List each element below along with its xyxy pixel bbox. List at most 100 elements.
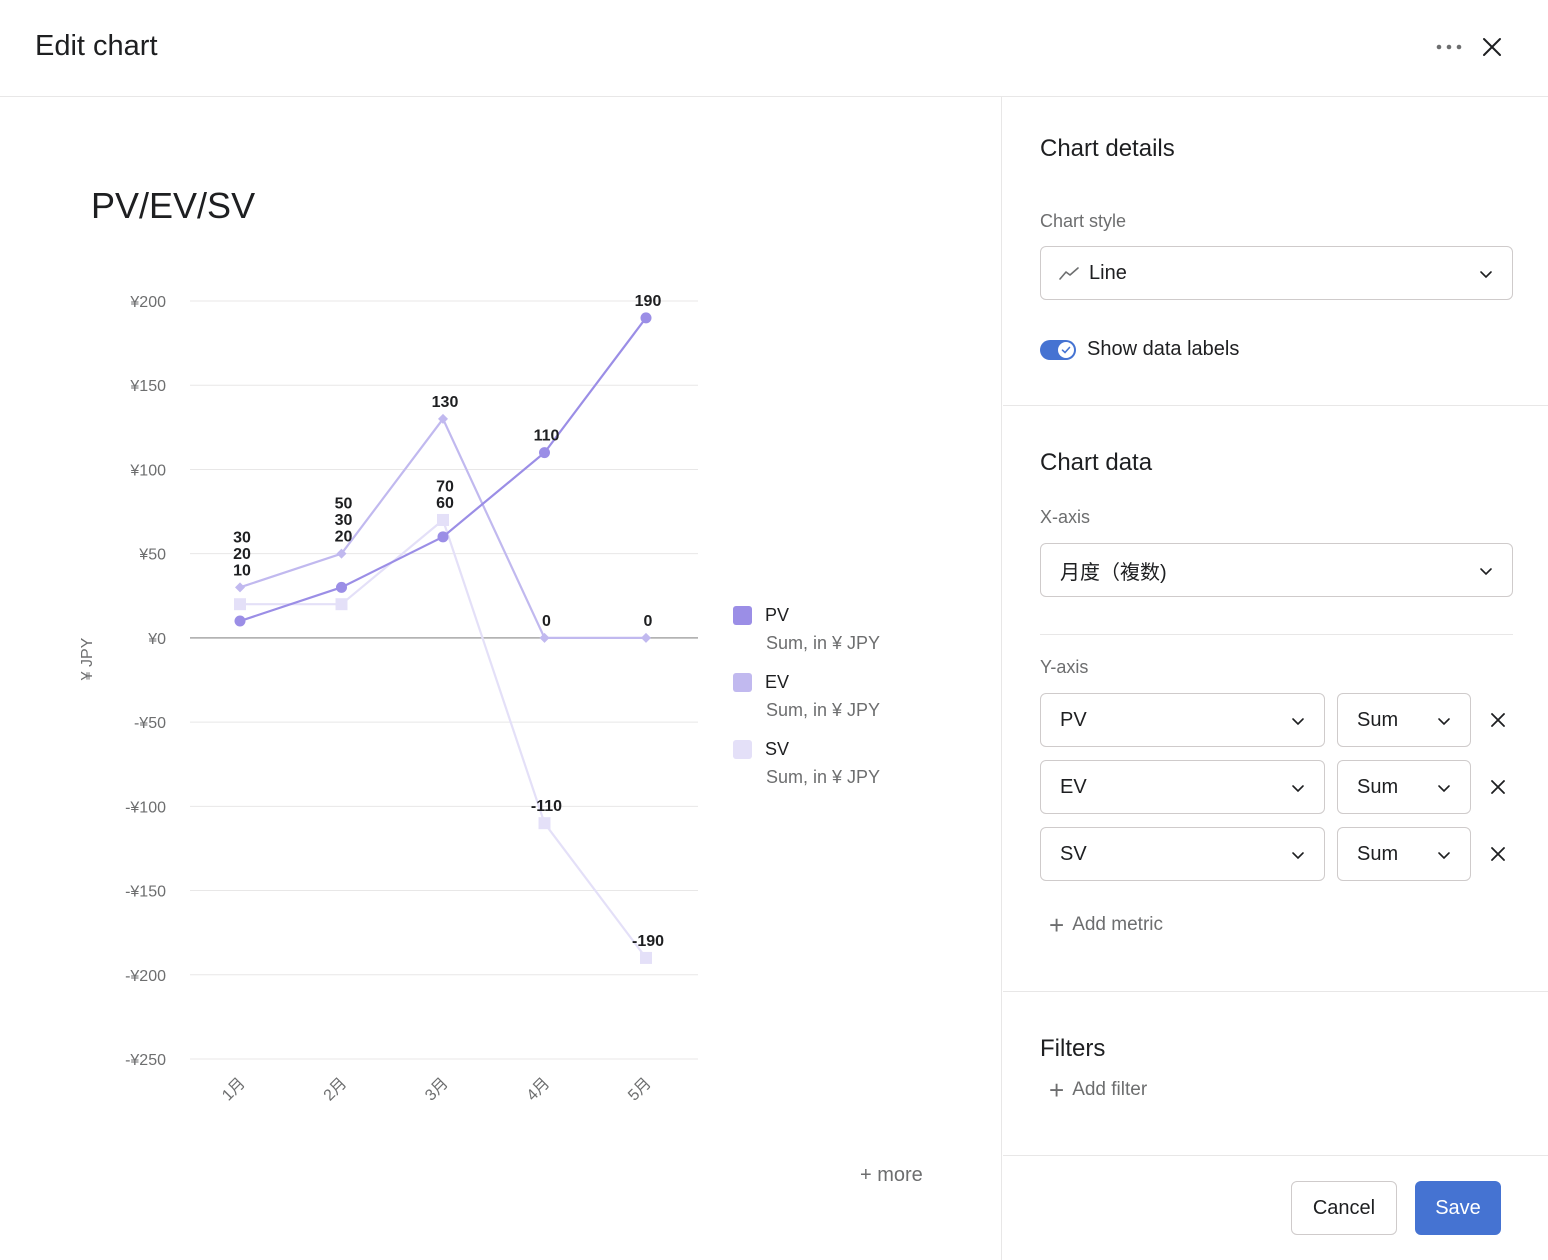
chart-settings-panel: Chart details Chart style Line Show data… <box>1003 97 1548 1260</box>
data-point-sv <box>335 598 348 611</box>
modal-header: Edit chart <box>0 0 1548 97</box>
y-axis-label: Y-axis <box>1040 657 1089 677</box>
data-label: 0 <box>542 613 551 630</box>
data-label: 10 <box>233 562 251 579</box>
legend-subtitle: Sum, in ¥ JPY <box>766 700 881 720</box>
data-label: 110 <box>534 428 560 445</box>
x-tick-label: 1月 <box>219 1075 249 1105</box>
more-options-button[interactable] <box>1432 30 1466 64</box>
data-point-ev <box>336 548 347 559</box>
chevron-down-icon <box>1292 852 1304 860</box>
y-tick-label: ¥50 <box>138 547 166 564</box>
remove-metric-button[interactable] <box>1486 775 1510 799</box>
chart-title: PV/EV/SV <box>91 185 256 226</box>
section-divider <box>1003 991 1548 992</box>
data-label: 0 <box>644 613 653 630</box>
x-tick-label: 3月 <box>422 1075 452 1105</box>
add-metric-button[interactable]: + Add metric <box>1049 912 1163 938</box>
y-metric-aggregation-select[interactable]: Sum <box>1337 693 1471 747</box>
show-data-labels-toggle[interactable] <box>1040 340 1076 360</box>
metric-field-value: EV <box>1060 775 1087 798</box>
chevron-down-icon <box>1292 718 1304 726</box>
y-metric-field-select[interactable]: SV <box>1040 827 1325 881</box>
y-metric-field-select[interactable]: EV <box>1040 760 1325 814</box>
ellipsis-icon <box>1436 44 1462 50</box>
y-tick-label: ¥100 <box>129 462 166 479</box>
x-axis-select[interactable]: 月度（複数) <box>1040 543 1513 597</box>
metric-agg-value: Sum <box>1357 775 1399 798</box>
metric-agg-value: Sum <box>1357 708 1399 731</box>
data-label: 30 <box>335 512 353 529</box>
close-icon <box>1491 847 1505 861</box>
chart-style-value: Line <box>1089 261 1127 284</box>
data-point-ev <box>539 632 550 643</box>
chevron-down-icon <box>1292 785 1304 793</box>
filters-heading: Filters <box>1040 1035 1106 1062</box>
data-point-sv <box>538 817 551 830</box>
save-button[interactable]: Save <box>1415 1181 1501 1235</box>
close-icon <box>1483 38 1501 56</box>
plus-icon: + <box>1049 1075 1065 1105</box>
data-label: 70 <box>436 478 454 495</box>
add-filter-button[interactable]: + Add filter <box>1049 1077 1147 1103</box>
legend-name: SV <box>765 739 790 759</box>
data-point-pv <box>640 312 652 324</box>
add-filter-label: Add filter <box>1072 1079 1148 1100</box>
toggle-knob <box>1058 342 1074 358</box>
remove-metric-button[interactable] <box>1486 842 1510 866</box>
chevron-down-icon <box>1480 568 1492 576</box>
add-metric-label: Add metric <box>1072 914 1163 935</box>
chevron-down-icon <box>1438 718 1450 726</box>
data-label: 20 <box>335 529 353 546</box>
chart-data-heading: Chart data <box>1040 449 1153 476</box>
line-chart-icon <box>1059 267 1079 280</box>
cancel-button[interactable]: Cancel <box>1291 1181 1397 1235</box>
data-point-sv <box>234 598 246 611</box>
footer-divider <box>1003 1155 1548 1156</box>
data-label: 60 <box>436 495 454 512</box>
metric-agg-value: Sum <box>1357 842 1399 865</box>
close-icon <box>1491 780 1505 794</box>
y-tick-label: ¥0 <box>147 631 166 648</box>
chevron-down-icon <box>1438 852 1450 860</box>
legend-subtitle: Sum, in ¥ JPY <box>766 633 881 653</box>
data-point-pv <box>234 615 246 627</box>
y-metric-aggregation-select[interactable]: Sum <box>1337 827 1471 881</box>
data-label: 30 <box>233 529 251 546</box>
modal-title: Edit chart <box>35 30 158 62</box>
show-data-labels-label: Show data labels <box>1087 338 1240 360</box>
y-metric-field-select[interactable]: PV <box>1040 693 1325 747</box>
data-point-sv <box>437 513 449 526</box>
chevron-down-icon <box>1438 785 1450 793</box>
check-icon <box>1061 346 1071 354</box>
remove-metric-button[interactable] <box>1486 708 1510 732</box>
chart-style-label: Chart style <box>1040 211 1127 231</box>
data-point-ev <box>438 413 448 424</box>
y-metric-aggregation-select[interactable]: Sum <box>1337 760 1471 814</box>
legend-name: EV <box>765 672 790 692</box>
legend-swatch-sv <box>733 740 752 759</box>
section-divider <box>1003 405 1548 406</box>
data-label: 130 <box>432 394 459 411</box>
chart-details-heading: Chart details <box>1040 135 1175 162</box>
data-point-pv <box>437 531 449 543</box>
series-line-sv <box>240 518 647 959</box>
data-point-ev <box>641 632 651 643</box>
metric-field-value: PV <box>1060 708 1087 731</box>
y-tick-label: -¥250 <box>125 1052 166 1069</box>
legend-swatch-ev <box>733 673 752 692</box>
data-label: 20 <box>233 546 251 563</box>
metric-field-value: SV <box>1060 842 1087 865</box>
chart-style-select[interactable]: Line <box>1040 246 1513 300</box>
data-point-pv <box>336 581 347 593</box>
data-point-sv <box>640 951 652 964</box>
data-label: 50 <box>335 496 353 513</box>
y-tick-label: -¥150 <box>125 884 166 901</box>
data-point-ev <box>235 582 245 593</box>
y-tick-label: ¥150 <box>129 378 166 395</box>
x-axis-value: 月度（複数) <box>1060 561 1167 584</box>
y-axis-label: ¥ JPY <box>79 637 96 681</box>
close-icon <box>1491 713 1505 727</box>
close-button[interactable] <box>1475 30 1509 64</box>
legend-more-link[interactable]: + more <box>860 1164 923 1186</box>
